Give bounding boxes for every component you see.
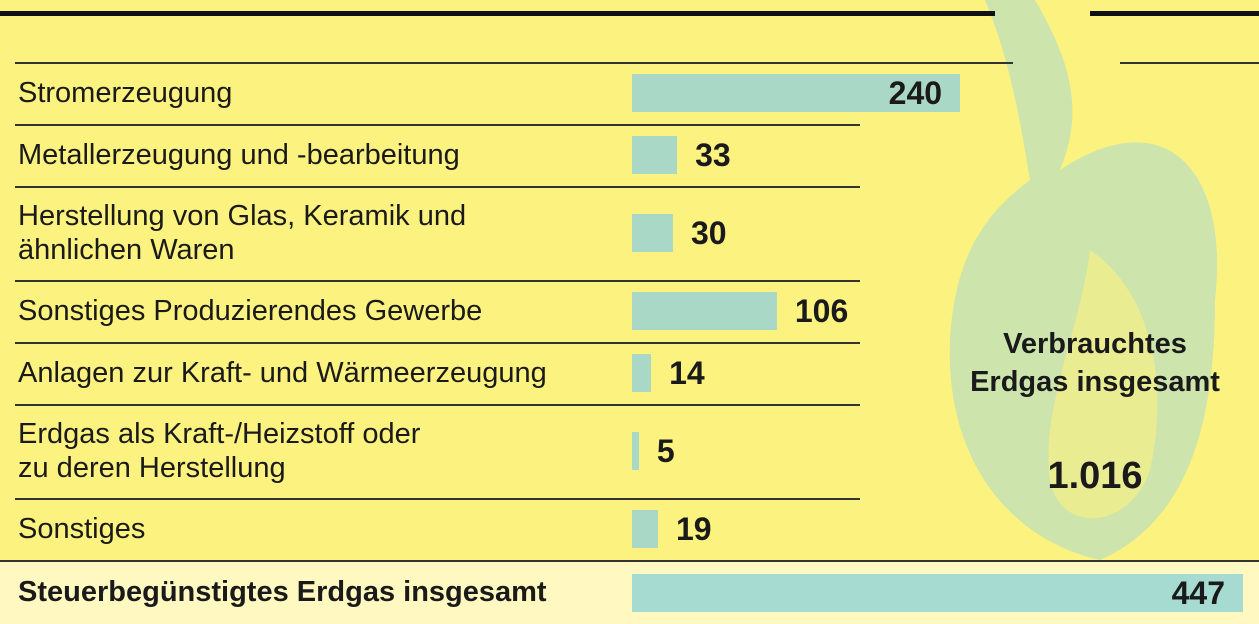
row-rule xyxy=(15,498,860,500)
value-label: 30 xyxy=(691,214,727,252)
row-rule xyxy=(15,62,1013,64)
total-label: Steuerbegünstigtes Erdgas insgesamt xyxy=(18,575,547,609)
bar xyxy=(632,214,673,252)
category-label: Stromerzeugung xyxy=(18,76,232,110)
value-label: 33 xyxy=(695,136,731,174)
category-label: Sonstiges Produzierendes Gewerbe xyxy=(18,294,482,328)
category-label: Erdgas als Kraft-/Heizstoff oder zu dere… xyxy=(18,417,420,485)
bar xyxy=(632,510,658,548)
category-label: Sonstiges xyxy=(18,512,145,546)
value-label: 14 xyxy=(669,354,705,392)
category-label: Herstellung von Glas, Keramik und ähnlic… xyxy=(18,199,466,267)
total-rule xyxy=(0,560,1259,562)
overall-value: 1.016 xyxy=(960,455,1230,498)
bar xyxy=(632,136,677,174)
value-label: 106 xyxy=(795,292,848,330)
bar xyxy=(632,354,651,392)
value-label: 240 xyxy=(840,74,942,112)
total-value: 447 xyxy=(1123,574,1225,612)
row-rule xyxy=(15,342,860,344)
bar xyxy=(632,432,639,470)
bar xyxy=(632,292,777,330)
overall-label: Verbrauchtes Erdgas insgesamt xyxy=(960,325,1230,401)
value-label: 5 xyxy=(657,432,675,470)
category-label: Anlagen zur Kraft- und Wärmeerzeugung xyxy=(18,356,547,390)
row-rule xyxy=(1120,62,1259,64)
row-rule xyxy=(15,280,860,282)
row-rule xyxy=(15,186,860,188)
infographic: Verbrauchtes Erdgas insgesamt 1.016 Stro… xyxy=(0,0,1259,624)
top-rule xyxy=(1090,11,1259,16)
row-rule xyxy=(15,124,860,126)
value-label: 19 xyxy=(676,510,712,548)
category-label: Metallerzeugung und -bearbeitung xyxy=(18,138,460,172)
row-rule xyxy=(15,404,860,406)
top-rule xyxy=(0,11,995,16)
